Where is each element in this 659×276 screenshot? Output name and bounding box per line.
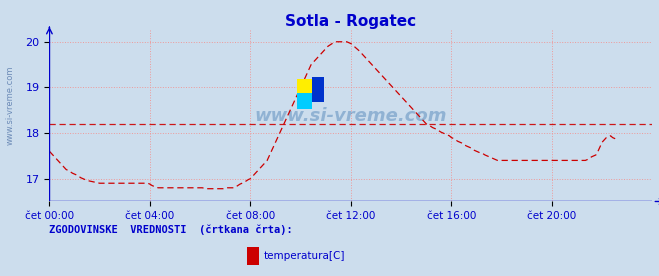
Text: www.si-vreme.com: www.si-vreme.com bbox=[5, 65, 14, 145]
Text: ZGODOVINSKE  VREDNOSTI  (črtkana črta):: ZGODOVINSKE VREDNOSTI (črtkana črta): bbox=[49, 225, 293, 235]
Text: www.si-vreme.com: www.si-vreme.com bbox=[254, 107, 447, 125]
Title: Sotla - Rogatec: Sotla - Rogatec bbox=[285, 14, 416, 29]
Text: temperatura[C]: temperatura[C] bbox=[264, 251, 345, 261]
